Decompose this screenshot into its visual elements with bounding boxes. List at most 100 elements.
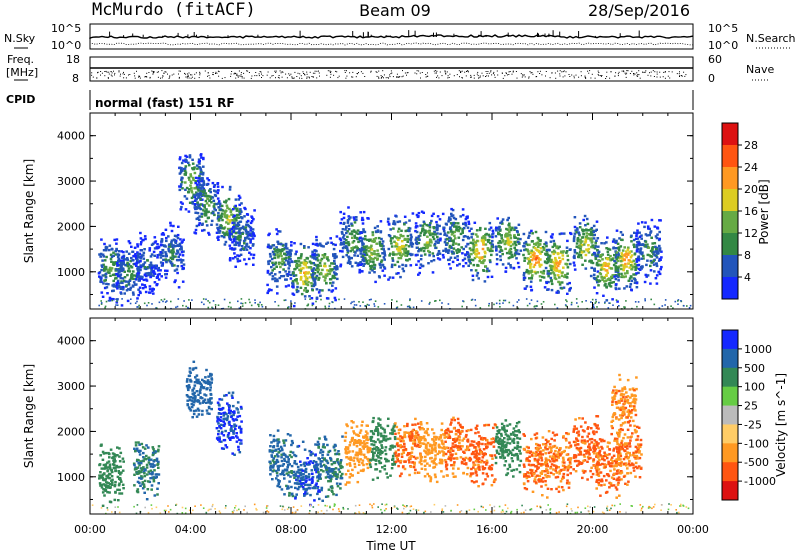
echo-cell (201, 190, 205, 194)
echo-cell (549, 235, 553, 238)
echo-cell (211, 212, 215, 215)
echo-cell (220, 447, 224, 450)
echo-cell (244, 262, 248, 266)
echo-cell (231, 452, 234, 455)
echo-cell (216, 436, 220, 440)
nave-point (649, 72, 650, 74)
echo-cell (210, 381, 213, 384)
echo-cell (395, 243, 398, 246)
ground-scatter-cell (241, 305, 244, 307)
echo-cell (247, 245, 250, 248)
ground-scatter-cell (250, 304, 253, 307)
echo-cell (180, 205, 183, 209)
echo-cell (199, 386, 203, 389)
echo-cell (226, 417, 229, 420)
echo-cell (104, 489, 108, 492)
echo-cell (645, 234, 649, 237)
echo-cell (161, 254, 165, 258)
echo-cell (419, 249, 423, 252)
echo-cell (118, 270, 121, 273)
echo-cell (109, 448, 113, 451)
nave-point (636, 75, 638, 77)
echo-cell (378, 262, 382, 266)
nave-point (238, 70, 240, 72)
echo-cell (289, 252, 292, 256)
echo-cell (229, 209, 233, 212)
echo-cell (239, 439, 243, 442)
nave-point (508, 71, 510, 73)
echo-cell (602, 268, 606, 271)
echo-cell (282, 452, 285, 455)
echo-cell (459, 215, 462, 218)
echo-cell (287, 471, 291, 474)
cpid-text: normal (fast) 151 RF (95, 96, 235, 110)
nsky-label: N.Sky (4, 32, 36, 45)
echo-cell (553, 261, 557, 264)
echo-cell (364, 258, 368, 261)
echo-cell (110, 475, 114, 478)
nave-point (380, 77, 382, 79)
echo-cell (484, 227, 487, 230)
nave-point (416, 73, 418, 75)
echo-cell (581, 228, 584, 231)
echo-cell (271, 478, 274, 481)
echo-cell (237, 445, 240, 449)
ground-scatter-cell (324, 307, 327, 309)
echo-cell (590, 226, 594, 230)
nave-point (105, 70, 107, 72)
echo-cell (232, 404, 235, 408)
echo-cell (645, 263, 648, 267)
echo-cell (152, 480, 156, 483)
nave-point (123, 73, 125, 75)
echo-cell (105, 486, 108, 489)
nave-point (664, 71, 666, 73)
echo-cell (250, 220, 254, 223)
echo-cell (305, 272, 308, 275)
echo-cell (305, 289, 309, 292)
echo-cell (428, 226, 432, 229)
echo-cell (208, 199, 212, 202)
echo-cell (150, 253, 154, 256)
echo-cell (635, 286, 639, 289)
echo-cell (359, 211, 362, 214)
echo-cell (405, 254, 409, 257)
echo-cell (126, 269, 130, 273)
echo-cell (475, 255, 478, 258)
echo-cell (237, 194, 241, 198)
ground-scatter-cell (479, 307, 482, 309)
echo-cell (252, 218, 255, 221)
echo-cell (130, 245, 133, 248)
echo-cell (346, 230, 349, 233)
echo-cell (445, 234, 449, 237)
echo-cell (136, 243, 139, 246)
echo-cell (442, 249, 445, 252)
echo-cell (340, 218, 344, 221)
echo-cell (426, 230, 430, 233)
echo-cell (138, 268, 142, 271)
nave-point (291, 77, 293, 79)
echo-cell (495, 253, 499, 256)
echo-cell (283, 252, 286, 256)
echo-cell (631, 265, 635, 269)
echo-cell (399, 275, 402, 279)
echo-cell (227, 197, 231, 201)
echo-cell (396, 260, 400, 264)
echo-cell (136, 490, 140, 494)
echo-cell (101, 295, 105, 298)
echo-cell (308, 276, 312, 279)
echo-cell (233, 214, 236, 217)
ground-scatter-cell (441, 302, 443, 304)
echo-cell (302, 263, 306, 266)
echo-cell (445, 223, 448, 226)
echo-cell (115, 276, 118, 280)
echo-cell (495, 262, 499, 266)
echo-cell (271, 466, 275, 469)
echo-cell (327, 259, 330, 262)
ground-scatter-cell (512, 304, 515, 307)
echo-cell (600, 242, 603, 245)
echo-cell (212, 185, 216, 188)
echo-cell (239, 236, 242, 239)
echo-cell (212, 205, 216, 208)
echo-cell (122, 460, 125, 463)
echo-cell (236, 257, 239, 261)
